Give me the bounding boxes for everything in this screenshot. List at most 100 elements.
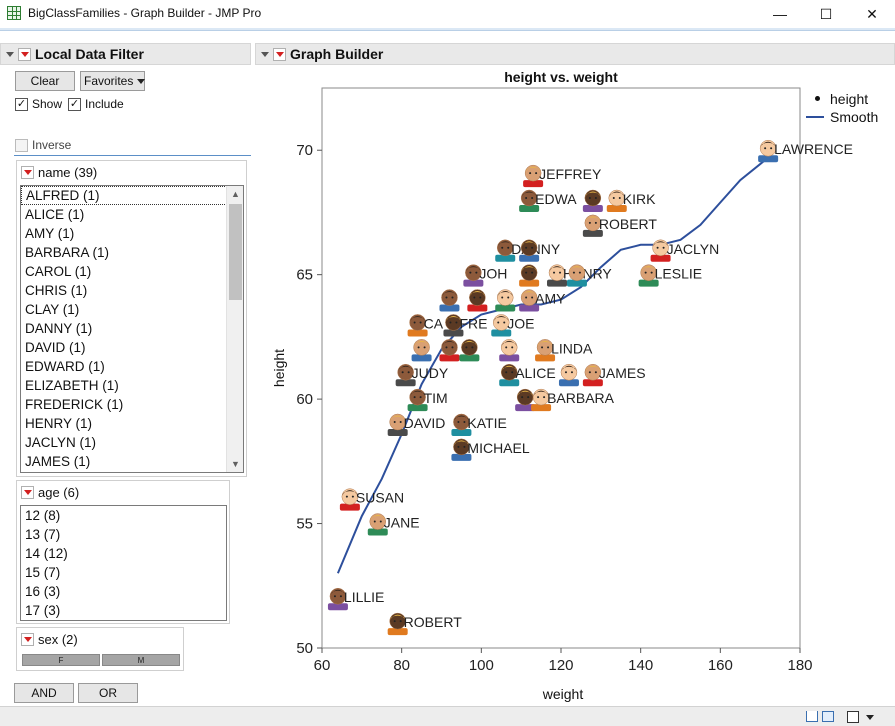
list-item[interactable]: CHRIS (1) [25,283,88,298]
list-item[interactable]: CLAY (1) [25,302,80,317]
data-point-face-marker[interactable] [606,189,627,212]
sex-level-f-button[interactable]: F [22,654,100,666]
window-list-icon[interactable] [822,711,834,722]
data-point-face-marker[interactable] [499,339,520,362]
home-icon[interactable] [806,711,818,722]
data-point-face-marker[interactable] [387,413,408,436]
scrollbar-thumb[interactable] [229,204,242,300]
sex-level-m-button[interactable]: M [102,654,180,666]
list-item[interactable]: 16 (3) [25,584,61,599]
data-point-face-marker[interactable] [519,239,540,262]
data-point-face-marker[interactable] [339,488,360,511]
disclosure-icon[interactable] [261,51,269,57]
or-button[interactable]: OR [78,683,138,703]
data-point-face-marker[interactable] [523,164,544,188]
inverse-checkbox[interactable]: Inverse [15,138,71,152]
disclosure-icon[interactable] [6,51,14,57]
data-point-face-marker[interactable] [407,314,428,337]
data-point-face-marker[interactable] [451,413,472,436]
data-point-face-marker[interactable] [439,289,460,312]
minimize-button[interactable]: — [773,6,787,22]
data-point-face-marker[interactable] [531,388,552,412]
data-point-face-marker[interactable] [395,363,416,387]
face-hair [549,266,566,272]
red-triangle-menu-icon[interactable] [21,166,34,179]
data-point-face-marker[interactable] [519,289,540,312]
scroll-up-icon[interactable]: ▲ [231,189,240,199]
red-triangle-menu-icon[interactable] [18,47,31,61]
close-button[interactable]: ✕ [866,5,878,22]
list-item[interactable]: AMY (1) [25,226,75,241]
legend-height-label[interactable]: height [830,91,869,107]
x-axis-title[interactable]: weight [542,686,584,702]
red-triangle-menu-icon[interactable] [21,486,34,499]
data-point-face-marker[interactable] [566,264,587,287]
data-point-face-marker[interactable] [638,264,659,287]
face-eye [564,371,567,374]
show-checkbox[interactable]: ✓ Show [15,97,62,111]
clear-button[interactable]: Clear [15,71,75,91]
data-point-face-marker[interactable] [535,339,556,362]
data-point-face-marker[interactable] [519,264,540,287]
age-listbox[interactable]: 12 (8) 13 (7) 14 (12) 15 (7) 16 (3) 17 (… [20,505,227,621]
data-point-face-marker[interactable] [463,264,484,287]
data-point-face-marker[interactable] [407,388,428,412]
data-point-face-marker[interactable] [547,264,568,287]
list-item[interactable]: 13 (7) [25,527,61,542]
legend-smooth-label[interactable]: Smooth [830,109,879,125]
list-item[interactable]: FREDERICK (1) [25,397,124,412]
face-hair [389,415,406,421]
data-point-face-marker[interactable] [467,289,488,312]
data-point-face-marker[interactable] [451,438,472,461]
data-point-face-marker[interactable] [439,339,460,362]
list-item[interactable]: JACLYN (1) [25,435,97,450]
data-point-face-marker[interactable] [650,239,671,262]
favorites-dropdown[interactable]: Favorites [80,71,146,91]
scroll-down-icon[interactable]: ▼ [231,459,240,469]
y-axis-title[interactable]: height [271,349,287,387]
face-head [445,314,462,331]
list-item[interactable]: 12 (8) [25,508,61,523]
data-point-face-marker[interactable] [495,289,516,312]
data-point-face-marker[interactable] [443,314,464,337]
list-item[interactable]: 17 (3) [25,603,61,618]
list-item[interactable]: JAMES (1) [25,454,91,469]
data-point-face-marker[interactable] [499,363,520,387]
data-point-face-marker[interactable] [558,363,579,387]
list-item[interactable]: 14 (12) [25,546,68,561]
red-triangle-menu-icon[interactable] [273,47,286,61]
data-point-face-marker[interactable] [758,139,779,163]
vertical-scrollbar[interactable]: ▲ ▼ [226,186,243,472]
list-item[interactable]: DAVID (1) [25,340,86,355]
checkbox-empty-icon[interactable] [847,711,859,723]
data-point-face-marker[interactable] [515,388,536,412]
data-point-face-marker[interactable] [495,239,516,262]
list-item[interactable]: BARBARA (1) [25,245,110,260]
data-point-face-marker[interactable] [582,189,603,212]
list-item[interactable]: HENRY (1) [25,416,93,431]
data-point-face-marker[interactable] [491,314,512,337]
and-button[interactable]: AND [14,683,74,703]
data-point-face-marker[interactable] [582,363,603,387]
chevron-down-icon[interactable] [866,715,874,720]
data-point-face-marker[interactable] [411,339,432,362]
list-item[interactable]: ELIZABETH (1) [25,378,119,393]
face-eye [463,421,466,423]
maximize-button[interactable]: ☐ [819,5,833,22]
face-eye [379,520,382,523]
data-point-face-marker[interactable] [519,189,540,212]
name-listbox[interactable]: ALFRED (1) ALICE (1) AMY (1) BARBARA (1)… [20,185,244,473]
data-point-face-marker[interactable] [582,214,603,237]
list-item[interactable]: EDWARD (1) [25,359,105,374]
data-point-face-marker[interactable] [387,612,408,636]
data-point-face-marker[interactable] [459,339,480,362]
list-item[interactable]: ALICE (1) [25,207,85,222]
list-item[interactable]: CAROL (1) [25,264,92,279]
include-checkbox[interactable]: ✓ Include [68,97,124,111]
data-point-face-marker[interactable] [367,513,388,536]
red-triangle-menu-icon[interactable] [21,633,34,646]
list-item[interactable]: 15 (7) [25,565,61,580]
data-point-face-marker[interactable] [327,587,348,611]
list-item[interactable]: DANNY (1) [25,321,93,336]
